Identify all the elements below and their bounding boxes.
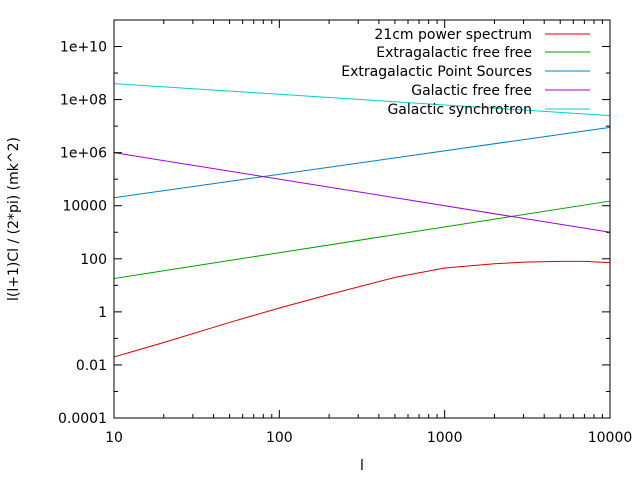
y-tick-label: 1	[98, 305, 107, 321]
ticks-layer: 10 100 1000 10000 0.0001 0.01 1 100 10000 1e+06 1e…	[58, 19, 633, 446]
series-line-1	[113, 260, 611, 358]
y-tick-label: 1e+06	[60, 146, 107, 162]
series-line-2	[113, 200, 611, 280]
plot-frame	[113, 19, 611, 419]
y-tick-label: 1e+08	[60, 93, 107, 109]
y-tick-label: 100	[80, 252, 107, 268]
x-axis-label: l	[360, 458, 364, 474]
legend-label: Galactic free free	[411, 83, 532, 99]
x-tick-label: 100	[266, 430, 293, 446]
legend-label: 21cm power spectrum	[374, 27, 532, 43]
series-line-3	[113, 126, 611, 199]
y-tick-label: 1e+10	[60, 40, 107, 56]
legend: 21cm power spectrum Extragalactic free fr…	[341, 27, 590, 118]
y-tick-label: 0.0001	[58, 411, 107, 427]
series-line-5	[113, 83, 611, 117]
legend-label: Galactic synchrotron	[387, 102, 532, 118]
y-axis-label: l(l+1)Cl / (2*pi) (mk^2)	[6, 137, 22, 301]
x-tick-label: 10000	[588, 430, 633, 446]
x-tick-label: 1000	[427, 430, 463, 446]
legend-label: Extragalactic Point Sources	[341, 64, 532, 80]
legend-label: Extragalactic free free	[376, 45, 532, 61]
series-line-4	[113, 152, 611, 233]
y-tick-label: 10000	[62, 199, 107, 215]
x-tick-label: 10	[105, 430, 123, 446]
y-tick-label: 0.01	[76, 358, 107, 374]
series-layer	[113, 83, 611, 358]
